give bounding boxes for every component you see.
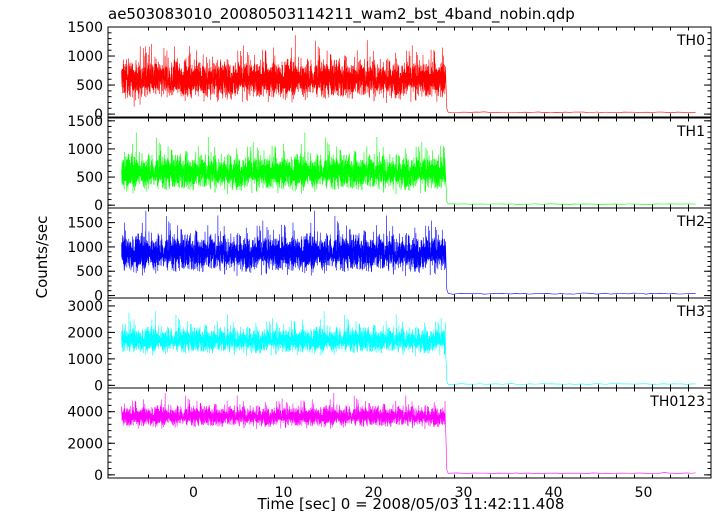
y-tick-label: 1500: [67, 216, 103, 232]
y-tick-label: 4000: [67, 405, 103, 421]
y-tick-label: 500: [76, 170, 103, 186]
x-axis-tick-labels: 0 10 20 30 40 50: [189, 485, 652, 501]
panel-label-th3: TH3: [676, 304, 705, 320]
y-tick-label: 1000: [67, 352, 103, 368]
x-axis-label: Time [sec] 0 = 2008/05/03 11:42:11.408: [257, 495, 565, 513]
panel-label-th0123: TH0123: [649, 394, 705, 410]
panel-label-th1: TH1: [676, 124, 705, 140]
x-tick-label: 20: [365, 485, 383, 501]
y-tick-label: 0: [94, 198, 103, 214]
panel-label-th0: TH0: [676, 33, 705, 49]
y-tick-label: 0: [94, 107, 103, 123]
series-line-th0: [121, 35, 696, 114]
y-tick-label: 1000: [67, 49, 103, 65]
x-tick-label: 30: [455, 485, 473, 501]
y-tick-label: 500: [76, 264, 103, 280]
panel-th3: 0 1000 2000 3000 TH3: [67, 297, 712, 394]
x-tick-label: 40: [545, 485, 563, 501]
y-tick-label: 2000: [67, 325, 103, 341]
series-line-th1: [121, 132, 696, 205]
panel-th0123: 0 2000 4000 TH0123: [67, 387, 712, 484]
y-tick-label: 1500: [67, 114, 103, 130]
panel-th1: 0 500 1000 1500 TH1: [67, 114, 712, 214]
y-tick-label: 0: [94, 289, 103, 305]
y-tick-label: 1000: [67, 142, 103, 158]
y-tick-label: 2000: [67, 436, 103, 452]
panel-frame: [107, 387, 712, 479]
y-tick-label: 500: [76, 78, 103, 94]
series-line-th0123: [121, 392, 696, 474]
panel-frame: [107, 26, 712, 118]
y-tick-label: 0: [94, 378, 103, 394]
panel-stack: 0 500 1000 1500 TH0 0 500 1000 1500 TH1 0 500 1000 15…: [67, 20, 712, 484]
panel-th0: 0 500 1000 1500 TH0: [67, 20, 712, 123]
y-tick-label: 1000: [67, 240, 103, 256]
panel-th2: 0 500 1000 1500 TH2: [67, 207, 712, 305]
y-tick-label: 0: [94, 468, 103, 484]
y-tick-label: 1500: [67, 20, 103, 36]
series-line-th2: [121, 210, 696, 295]
x-tick-label: 0: [189, 485, 198, 501]
chart-title: ae503083010_20080503114211_wam2_bst_4ban…: [108, 5, 575, 24]
y-axis-label: Counts/sec: [33, 216, 51, 299]
x-tick-label: 50: [635, 485, 653, 501]
panel-label-th2: TH2: [676, 214, 705, 230]
series-line-th3: [121, 311, 696, 385]
y-tick-label: 3000: [67, 299, 103, 315]
x-tick-label: 10: [275, 485, 293, 501]
